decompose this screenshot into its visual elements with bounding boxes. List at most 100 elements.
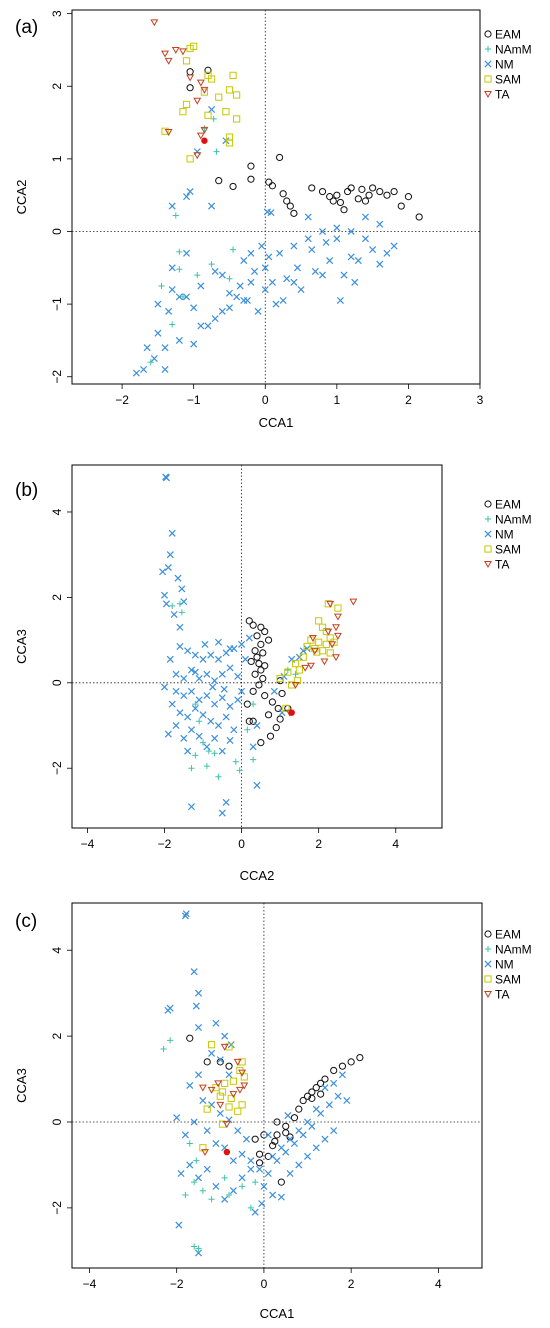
point-sam xyxy=(315,638,323,646)
point-namm xyxy=(192,752,199,759)
point-nm xyxy=(154,300,162,308)
point-eam xyxy=(299,1096,307,1105)
point-eam xyxy=(317,1090,325,1098)
point-ta xyxy=(161,50,170,58)
point-eam xyxy=(303,1092,312,1100)
point-nm xyxy=(199,711,207,719)
point-nm xyxy=(242,1135,250,1143)
series-ta xyxy=(198,1043,249,1157)
point-nm xyxy=(229,1187,237,1195)
y-tick-label: 0 xyxy=(50,228,64,235)
point-nm xyxy=(225,304,233,312)
point-nm xyxy=(181,912,189,920)
point-eam xyxy=(326,193,334,201)
point-eam xyxy=(265,178,273,186)
x-tick-label: −1 xyxy=(187,393,201,407)
point-nm xyxy=(218,809,226,817)
y-tick-label: 4 xyxy=(50,947,64,954)
point-nm xyxy=(140,365,148,374)
point-namm xyxy=(193,1157,200,1164)
point-namm xyxy=(208,261,215,268)
point-eam xyxy=(274,704,282,713)
point-eam xyxy=(347,1058,355,1066)
point-eam xyxy=(333,191,341,199)
point-nm xyxy=(304,213,312,221)
point-nm xyxy=(175,293,183,301)
point-nm xyxy=(211,734,219,742)
legend-marker-namm xyxy=(484,45,492,53)
series-ta xyxy=(285,598,358,717)
point-nm xyxy=(203,1127,211,1135)
point-eam xyxy=(275,153,284,162)
point-eam xyxy=(203,1058,211,1066)
point-eam xyxy=(356,1053,364,1062)
point-eam xyxy=(268,698,277,706)
point-nm xyxy=(190,1118,198,1126)
point-eam xyxy=(245,617,253,625)
plot-frame xyxy=(71,464,443,829)
point-nm xyxy=(233,293,241,301)
point-sam xyxy=(225,1103,233,1111)
point-eam xyxy=(376,187,384,196)
point-nm xyxy=(322,238,330,246)
point-namm xyxy=(203,762,210,770)
point-sam xyxy=(179,108,187,116)
point-nm xyxy=(284,1112,292,1120)
point-nm xyxy=(186,1081,194,1090)
point-nm xyxy=(229,1157,237,1165)
point-nm xyxy=(279,296,287,305)
point-eam xyxy=(273,1131,281,1139)
point-nm xyxy=(168,264,176,272)
legend-label-namm: NAmM xyxy=(495,513,532,527)
point-nm xyxy=(161,365,169,374)
series-namm xyxy=(169,600,299,780)
point-nm xyxy=(334,1092,342,1100)
scatter-panel-0: −2 −1 0 1 2 3 −2 −1 0 1 2 3 CCA1 CCA2 (a) EAMNAmMNMSAMT… xyxy=(14,9,532,430)
point-eam xyxy=(253,632,261,640)
point-eam xyxy=(186,84,194,92)
legend-label-eam: EAM xyxy=(495,498,521,512)
point-nm xyxy=(180,692,188,700)
point-nm xyxy=(197,282,205,290)
point-nm xyxy=(172,670,180,678)
point-nm xyxy=(254,307,262,315)
point-sam xyxy=(326,649,334,657)
x-tick-label: −2 xyxy=(170,1277,184,1291)
legend-label-eam: EAM xyxy=(495,928,521,942)
point-nm xyxy=(253,781,261,789)
point-ta xyxy=(306,662,315,670)
point-eam xyxy=(249,717,257,725)
point-sam xyxy=(303,642,311,651)
y-tick-label: 2 xyxy=(50,1032,64,1039)
point-eam xyxy=(318,187,327,196)
point-nm xyxy=(225,289,233,297)
point-nm xyxy=(172,721,180,730)
point-eam xyxy=(264,711,273,719)
point-nm xyxy=(288,655,296,663)
point-namm xyxy=(208,1196,215,1203)
x-tick-label: 4 xyxy=(392,837,399,851)
point-ta xyxy=(220,1043,229,1051)
point-eam xyxy=(361,197,370,205)
point-nm xyxy=(177,1170,185,1178)
point-nm xyxy=(182,910,190,918)
point-nm xyxy=(183,193,191,201)
point-nm xyxy=(166,655,174,663)
point-sam xyxy=(334,604,342,612)
point-eam xyxy=(282,1129,290,1137)
point-nm xyxy=(325,1101,333,1109)
point-nm xyxy=(319,271,327,279)
point-ta xyxy=(238,1069,247,1077)
point-eam xyxy=(257,666,265,674)
x-tick-label: 0 xyxy=(261,1277,268,1291)
point-nm xyxy=(150,355,158,363)
point-eam xyxy=(204,66,212,74)
legend-label-nm: NM xyxy=(495,528,514,542)
point-sam xyxy=(207,1041,216,1049)
point-nm xyxy=(251,267,259,275)
point-nm xyxy=(290,278,298,286)
point-ta xyxy=(324,628,333,636)
point-eam xyxy=(266,732,275,740)
y-axis-label: CCA3 xyxy=(14,629,29,664)
